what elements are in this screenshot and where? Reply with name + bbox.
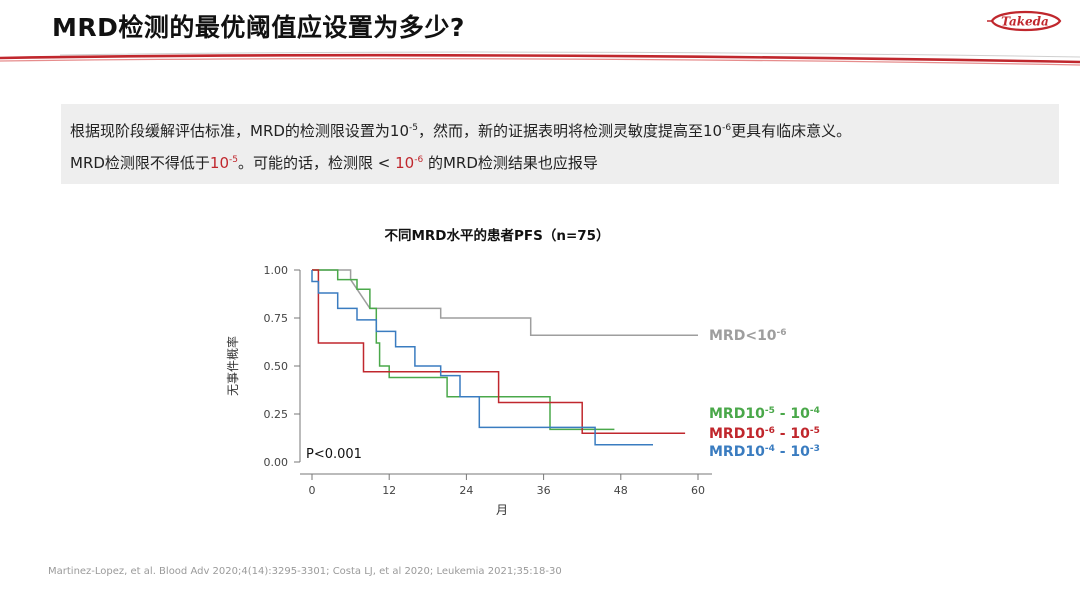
legend-text: - 10 (775, 426, 810, 442)
text-run: 10 (395, 154, 415, 172)
y-axis-label: 无事件概率 (225, 336, 240, 396)
key-message-box: 根据现阶段缓解评估标准，MRD的检测限设置为10-5，然而，新的证据表明将检测灵… (61, 104, 1059, 184)
legend-superscript: -4 (810, 406, 820, 416)
callout-line-2: MRD检测限不得低于10-5。可能的话，检测限 < 10-6 的MRD检测结果也… (70, 152, 598, 173)
text-run: 的MRD检测结果也应报导 (423, 154, 598, 172)
y-tick-label: 1.00 (264, 264, 289, 277)
callout-line-1: 根据现阶段缓解评估标准，MRD的检测限设置为10-5，然而，新的证据表明将检测灵… (70, 120, 851, 141)
legend-text: MRD10 (709, 406, 765, 422)
logo-text: Takeda (1001, 15, 1049, 29)
legend-text: MRD10 (709, 426, 765, 442)
legend-label-1: MRD10-5 - 10-4 (709, 406, 820, 422)
header-swoosh-divider (0, 51, 1080, 66)
y-tick-label: 0.50 (264, 360, 289, 373)
x-tick-label: 60 (691, 484, 705, 497)
x-tick-label: 24 (459, 484, 473, 497)
text-run: 更具有临床意义。 (731, 122, 852, 140)
legend-text: MRD<10 (709, 328, 777, 344)
text-run: 。可能的话，检测限 < (238, 154, 396, 172)
takeda-logo: Takeda (987, 10, 1062, 32)
p-value-annotation: P<0.001 (306, 447, 362, 462)
superscript-exponent: -6 (414, 155, 424, 165)
chart-title: 不同MRD水平的患者PFS（n=75） (384, 227, 609, 244)
superscript-exponent: -5 (229, 155, 238, 165)
text-run: MRD检测限不得低于 (70, 154, 210, 172)
superscript-exponent: -5 (409, 123, 418, 133)
reference-footnote: Martinez-Lopez, et al. Blood Adv 2020;4(… (48, 566, 562, 577)
legend-superscript: -5 (765, 406, 775, 416)
legend-label-2: MRD10-6 - 10-5 (709, 426, 820, 442)
x-axis-label: 月 (496, 503, 508, 517)
legend-superscript: -4 (765, 444, 775, 454)
legend-superscript: -6 (777, 328, 787, 338)
text-run: 根据现阶段缓解评估标准，MRD的检测限设置为10 (70, 122, 410, 140)
legend-superscript: -6 (765, 426, 775, 436)
legend-superscript: -3 (810, 444, 820, 454)
text-run: 10 (209, 154, 230, 172)
series-line-2 (312, 269, 686, 434)
legend-text: - 10 (775, 406, 810, 422)
y-tick-label: 0.75 (264, 312, 289, 325)
text-run: ，然而，新的证据表明将检测灵敏度提高至10 (418, 122, 723, 140)
y-tick-label: 0.25 (264, 408, 289, 421)
x-tick-label: 48 (614, 484, 628, 497)
x-tick-label: 0 (309, 484, 316, 497)
series-line-1 (312, 269, 615, 431)
x-tick-label: 36 (537, 484, 551, 497)
y-tick-label: 0.00 (264, 456, 289, 469)
legend-label-3: MRD10-4 - 10-3 (709, 444, 820, 460)
series-line-0 (312, 269, 698, 337)
slide-title: MRD检测的最优阈值应设置为多少? (52, 13, 465, 42)
legend-superscript: -5 (810, 426, 820, 436)
legend-text: MRD10 (709, 444, 765, 460)
series-line-3 (311, 270, 653, 446)
superscript-exponent: -6 (722, 123, 732, 133)
x-tick-label: 12 (382, 484, 396, 497)
legend-text: - 10 (775, 444, 810, 460)
legend-label-0: MRD<10-6 (709, 328, 787, 344)
